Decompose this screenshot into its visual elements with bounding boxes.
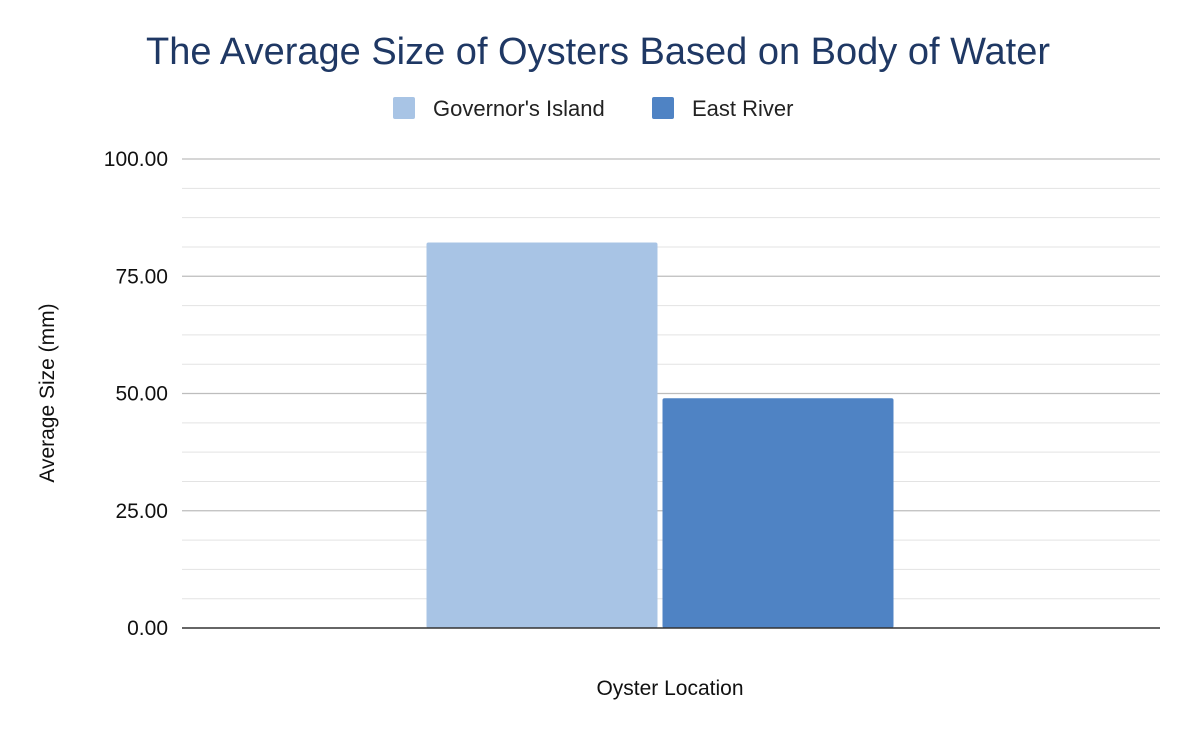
y-tick-label: 25.00: [115, 500, 168, 523]
bar-east-river: [662, 398, 894, 628]
chart-title: The Average Size of Oysters Based on Bod…: [146, 31, 1050, 73]
y-tick-label: 75.00: [115, 265, 168, 288]
y-tick-label: 100.00: [104, 148, 168, 171]
y-tick-label: 50.00: [115, 383, 168, 406]
legend-swatch-governors-island: [393, 97, 415, 119]
y-tick-label: 0.00: [127, 617, 168, 640]
bars: [426, 242, 894, 628]
y-axis-ticks: 0.00 25.00 50.00 75.00 100.00: [104, 148, 168, 640]
legend-label-east-river: East River: [692, 96, 793, 121]
legend-label-governors-island: Governor's Island: [433, 96, 605, 121]
x-axis-label: Oyster Location: [596, 677, 743, 700]
legend: Governor's Island East River: [393, 96, 793, 121]
y-axis-label: Average Size (mm): [36, 303, 59, 482]
bar-governor-s-island: [426, 242, 658, 628]
legend-swatch-east-river: [652, 97, 674, 119]
